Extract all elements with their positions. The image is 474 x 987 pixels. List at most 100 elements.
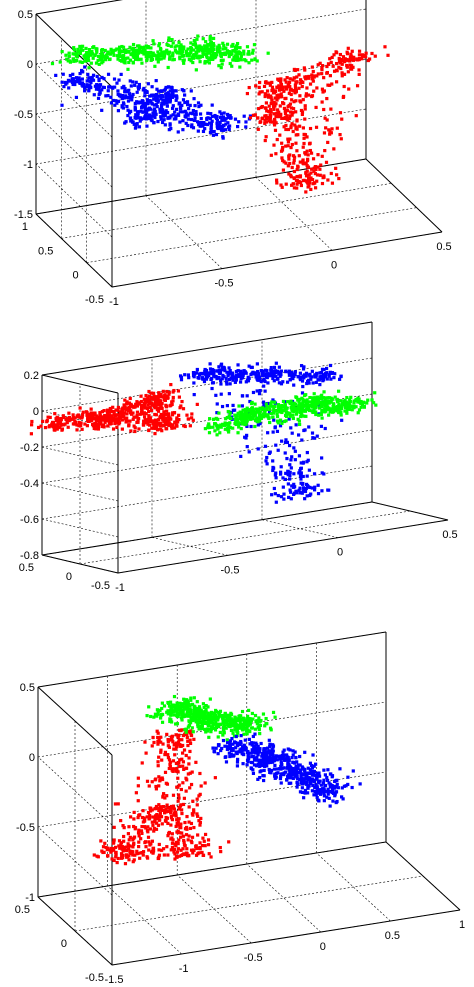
data-point — [186, 709, 191, 713]
data-point — [126, 99, 131, 103]
data-point — [112, 416, 116, 420]
data-point — [189, 729, 193, 733]
data-point — [197, 712, 201, 716]
data-point — [372, 401, 376, 405]
data-point — [152, 394, 156, 399]
frame-edge — [385, 841, 461, 911]
data-point — [227, 716, 231, 720]
data-point — [312, 89, 316, 93]
data-point — [343, 398, 347, 402]
data-point — [157, 42, 162, 46]
data-point — [242, 49, 246, 53]
data-point — [279, 774, 283, 779]
data-point — [345, 411, 349, 415]
data-point — [213, 52, 217, 56]
data-point — [169, 811, 173, 815]
data-point — [180, 811, 184, 816]
data-point — [177, 40, 181, 44]
data-point — [262, 414, 267, 418]
data-point — [135, 90, 139, 94]
data-point — [214, 116, 219, 120]
data-point — [229, 752, 233, 756]
data-point — [311, 79, 315, 83]
data-point — [208, 34, 212, 39]
data-point — [240, 718, 244, 722]
data-point — [219, 362, 224, 366]
data-point — [186, 725, 190, 729]
data-point — [160, 120, 165, 125]
data-point — [107, 57, 112, 62]
data-point — [183, 820, 187, 825]
data-point — [373, 54, 377, 58]
data-point — [147, 401, 152, 405]
data-point — [147, 423, 152, 427]
data-point — [247, 52, 251, 56]
data-point — [282, 102, 286, 106]
data-point — [46, 415, 50, 419]
data-point — [282, 106, 287, 110]
data-point — [274, 476, 278, 480]
data-point — [113, 421, 117, 426]
data-point — [284, 438, 288, 442]
data-point — [298, 763, 302, 767]
data-point — [147, 784, 151, 788]
data-point — [220, 746, 224, 751]
data-point — [144, 845, 148, 849]
data-point — [172, 713, 176, 717]
data-point — [250, 406, 254, 410]
data-point — [346, 782, 350, 787]
data-point — [183, 109, 187, 113]
data-point — [305, 135, 309, 139]
data-point — [132, 122, 136, 126]
data-point — [153, 112, 157, 116]
data-point — [335, 126, 339, 130]
data-point — [192, 713, 196, 717]
data-point — [267, 738, 271, 742]
data-point — [175, 713, 179, 718]
data-point — [201, 377, 205, 381]
data-point — [279, 77, 283, 81]
data-point — [340, 71, 344, 75]
data-point — [156, 764, 160, 768]
data-point — [177, 796, 181, 800]
data-point — [162, 56, 166, 60]
chart-1: -1-0.500.5-0.500.51-1.5-1-0.500.5 — [14, 0, 452, 308]
data-point — [303, 770, 307, 774]
data-point — [245, 722, 249, 726]
data-point — [268, 742, 272, 746]
data-point — [314, 793, 318, 797]
data-point — [263, 92, 267, 96]
tick-labels: -1-0.500.5-0.500.51-1.5-1-0.500.5 — [14, 9, 452, 308]
data-point — [258, 747, 262, 751]
data-point — [178, 708, 182, 712]
data-point — [166, 834, 170, 838]
data-point — [272, 409, 276, 414]
data-point — [74, 58, 79, 62]
data-point — [122, 84, 126, 88]
data-point — [316, 483, 320, 487]
data-point — [122, 826, 126, 830]
data-point — [64, 417, 69, 422]
data-point — [293, 485, 297, 489]
data-point — [136, 101, 141, 105]
data-point — [224, 726, 228, 730]
data-point — [271, 459, 275, 463]
data-point — [303, 75, 307, 79]
data-point — [117, 47, 122, 52]
data-point — [120, 105, 124, 109]
data-point — [180, 808, 184, 812]
data-point — [228, 382, 232, 386]
data-point — [140, 408, 144, 412]
data-point — [79, 423, 83, 428]
data-point — [67, 419, 71, 423]
data-point — [255, 419, 260, 424]
data-point — [315, 434, 319, 438]
data-point — [317, 406, 322, 410]
data-point — [200, 850, 204, 855]
data-point — [284, 369, 288, 373]
data-point — [167, 758, 172, 762]
data-point — [148, 405, 152, 410]
data-point — [284, 144, 288, 148]
grid-line — [35, 113, 113, 188]
data-point — [140, 104, 144, 108]
